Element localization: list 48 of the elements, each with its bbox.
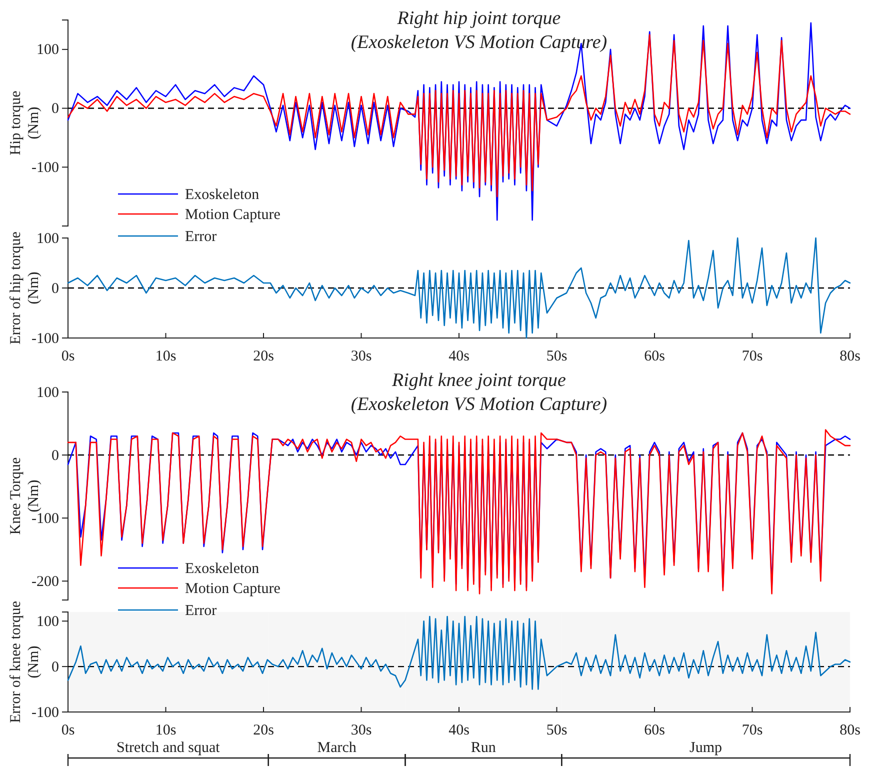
x-tick-label: 20s <box>253 722 274 738</box>
y-tick-label: -100 <box>32 330 59 347</box>
band-label: Stretch and squat <box>116 740 221 756</box>
legend-label: Exoskeleton <box>185 187 260 203</box>
x-tick-label: 60s <box>644 348 666 364</box>
y-tick-label: 100 <box>36 230 59 247</box>
y-axis-title: Hip torque (Nm) <box>8 90 42 156</box>
chart-title: Right hip joint torque <box>396 8 561 29</box>
x-tick-label: 20s <box>253 348 274 364</box>
band-label: Jump <box>690 740 722 756</box>
legend-label: Error <box>185 229 217 245</box>
x-tick-label: 40s <box>448 722 470 738</box>
legend-label: Exoskeleton <box>185 561 260 577</box>
x-tick-label: 50s <box>546 722 568 738</box>
text: (Exoskeleton VS Motion Capture) <box>350 32 608 53</box>
x-tick-label: 70s <box>742 722 763 738</box>
chart-title: Right knee joint torque <box>391 370 566 391</box>
line-series <box>67 616 851 690</box>
band-label: March <box>317 740 357 756</box>
legend-label: Motion Capture <box>185 581 281 597</box>
y-tick-label: -100 <box>32 160 59 176</box>
x-tick-label: 0s <box>61 348 75 364</box>
y-tick-label: 100 <box>36 614 59 630</box>
x-tick-label: 40s <box>448 348 470 364</box>
x-tick-label: 60s <box>644 722 666 738</box>
x-tick-label: 30s <box>350 348 372 364</box>
y-tick-label: 0 <box>52 659 59 676</box>
line-series <box>67 34 851 198</box>
chart-subtitle: (Exoskeleton VS Motion Capture) <box>350 394 608 415</box>
y-tick-label: -200 <box>32 574 59 590</box>
y-tick-label: 0 <box>52 101 59 118</box>
legend-label: Error <box>185 603 217 619</box>
x-tick-label: 50s <box>546 348 568 364</box>
y-tick-label: -100 <box>32 704 59 721</box>
y-tick-label: 100 <box>36 42 59 58</box>
band-label: Run <box>470 740 496 756</box>
x-tick-label: 10s <box>155 348 176 364</box>
x-tick-label: 80s <box>840 348 861 364</box>
y-tick-label: -100 <box>32 510 59 527</box>
x-tick-label: 30s <box>350 722 372 738</box>
x-tick-label: 0s <box>61 722 75 738</box>
x-tick-label: 80s <box>840 722 861 738</box>
y-tick-label: 100 <box>36 384 59 401</box>
legend-label: Motion Capture <box>185 207 281 223</box>
y-tick-label: 0 <box>52 280 59 297</box>
x-tick-label: 70s <box>742 348 763 364</box>
y-tick-label: 0 <box>52 448 59 464</box>
x-tick-label: 10s <box>155 722 176 738</box>
